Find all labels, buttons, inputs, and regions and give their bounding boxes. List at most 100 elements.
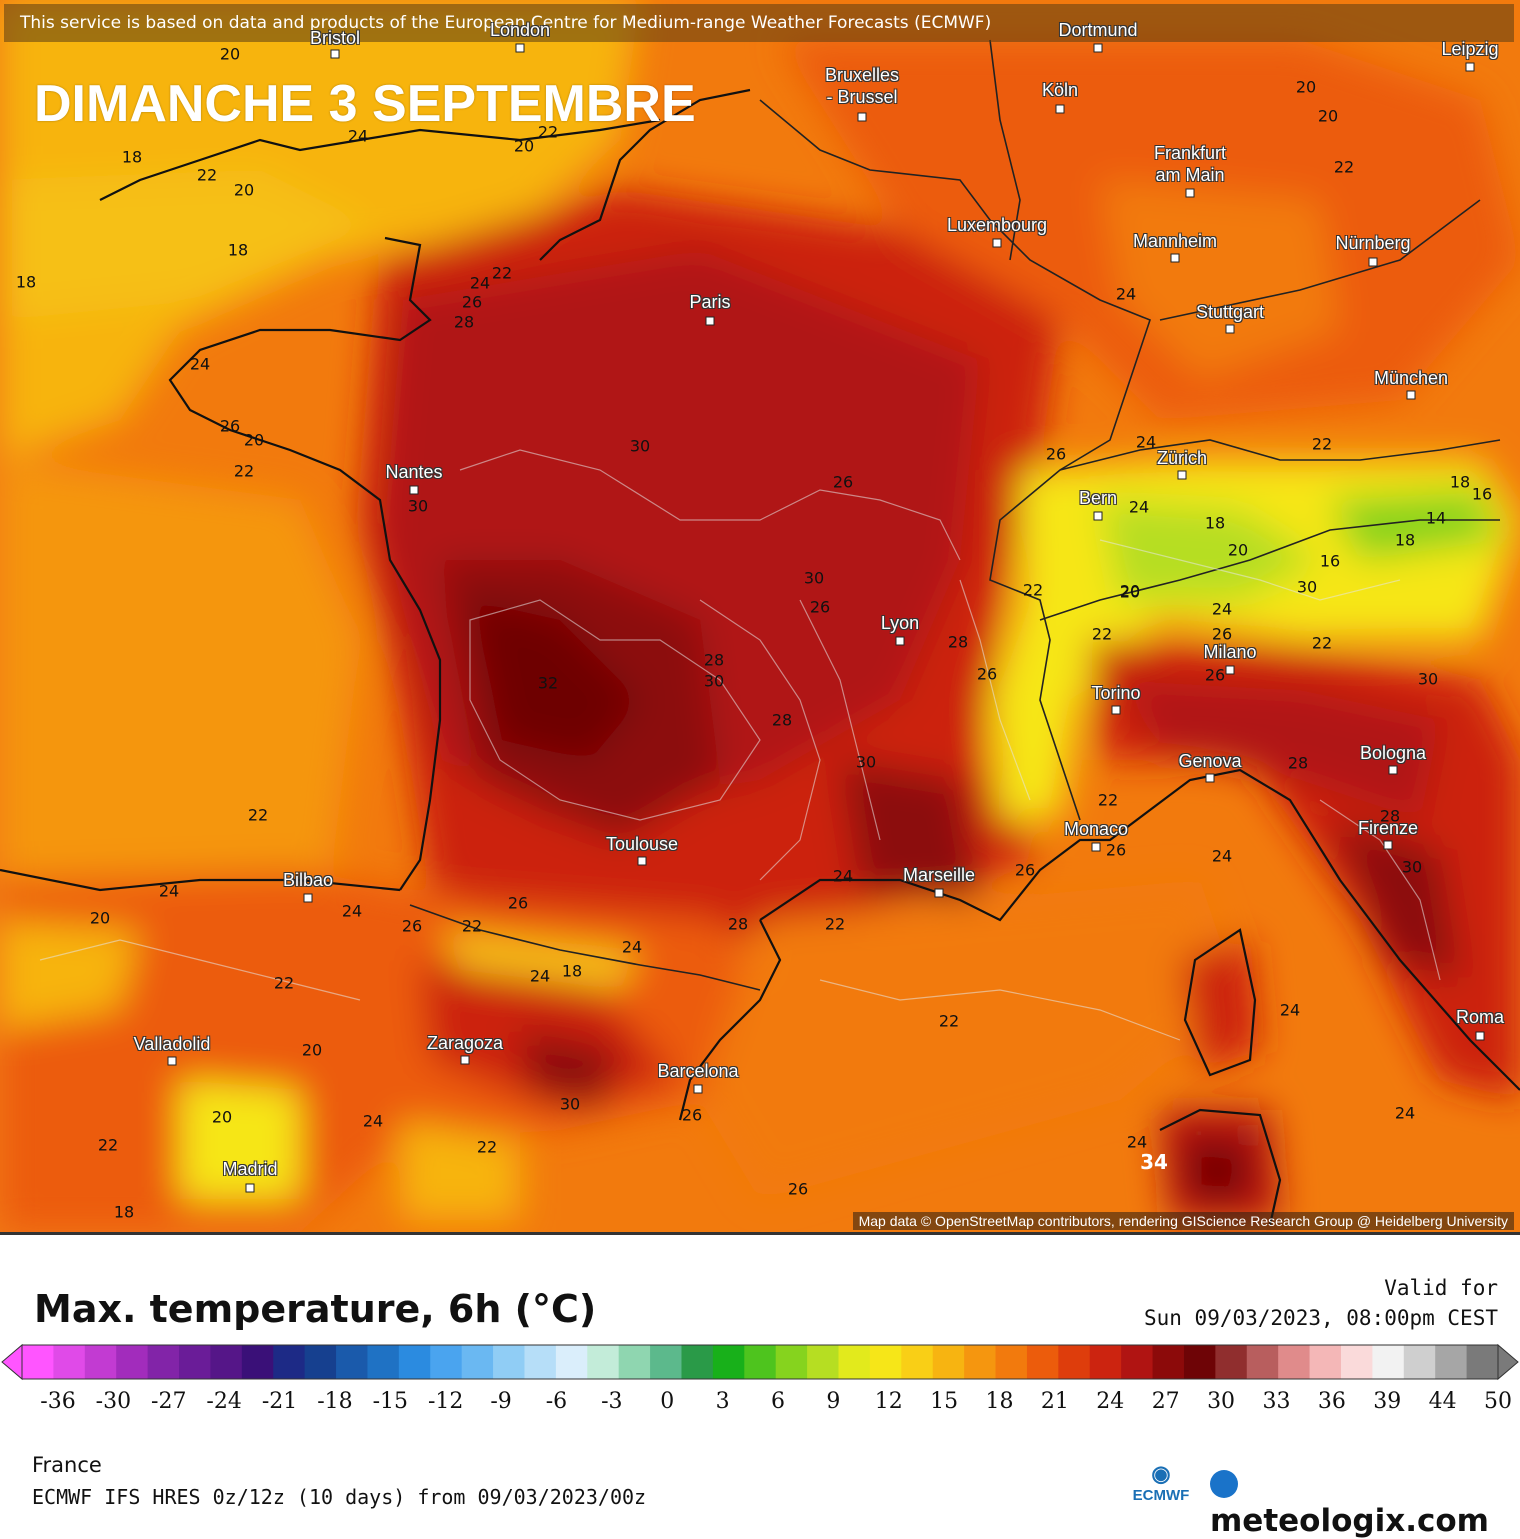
city-label: Bern bbox=[1078, 488, 1118, 508]
scale-swatch bbox=[304, 1345, 337, 1379]
isotherm-label: 30 bbox=[703, 671, 725, 691]
isotherm-label: 26 bbox=[461, 292, 483, 312]
city-marker bbox=[515, 43, 525, 53]
city-label: München bbox=[1373, 368, 1449, 388]
borders bbox=[409, 39, 1501, 991]
scale-tick-label: -15 bbox=[372, 1389, 409, 1414]
scale-swatch bbox=[84, 1345, 117, 1379]
city-label: Bruxelles - Brussel bbox=[824, 65, 900, 107]
scale-swatch bbox=[1026, 1345, 1059, 1379]
ecmwf-mark-icon: ◉ bbox=[1151, 1461, 1171, 1486]
isotherm-label: 26 bbox=[809, 597, 831, 617]
city-marker bbox=[167, 1056, 177, 1066]
scale-swatch bbox=[53, 1345, 86, 1379]
isotherm-label: 26 bbox=[507, 893, 529, 913]
isotherm-label: 26 bbox=[219, 416, 241, 436]
scale-tick-label: 3 bbox=[715, 1389, 730, 1414]
scale-tick-label: -18 bbox=[317, 1389, 353, 1414]
valid-time-block: Valid for Sun 09/03/2023, 08:00pm CEST bbox=[1144, 1273, 1498, 1333]
isotherm-label: 18 bbox=[1449, 472, 1471, 492]
scale-tick-label: 44 bbox=[1428, 1389, 1457, 1414]
isotherm-label: 24 bbox=[1115, 284, 1137, 304]
city-label: Roma bbox=[1455, 1007, 1505, 1027]
scale-swatch bbox=[241, 1345, 274, 1379]
city-marker bbox=[1170, 253, 1180, 263]
isotherm-label: 20 bbox=[211, 1107, 233, 1127]
isotherm-label: 26 bbox=[1211, 624, 1233, 644]
scale-arrow-left bbox=[1, 1343, 23, 1381]
scale-tick-label: -9 bbox=[490, 1389, 512, 1414]
isotherm-label: 22 bbox=[476, 1137, 498, 1157]
isotherm-label: 18 bbox=[121, 147, 143, 167]
isotherm-label: 22 bbox=[491, 263, 513, 283]
isotherm-label: 22 bbox=[1311, 633, 1333, 653]
city-marker bbox=[992, 238, 1002, 248]
city-marker bbox=[1225, 324, 1235, 334]
city-label: Stuttgart bbox=[1195, 302, 1265, 322]
isotherm-label: 30 bbox=[407, 496, 429, 516]
isotherm-label: 30 bbox=[1296, 577, 1318, 597]
city-marker bbox=[1225, 665, 1235, 675]
meteologix-logo[interactable]: meteologix.com bbox=[1210, 1467, 1520, 1539]
isotherm-label: 26 bbox=[1045, 444, 1067, 464]
scale-tick-label: 33 bbox=[1262, 1389, 1291, 1414]
isotherm-label: 28 bbox=[947, 632, 969, 652]
city-label: Zürich bbox=[1156, 448, 1208, 468]
city-marker bbox=[693, 1084, 703, 1094]
scale-tick-label: 0 bbox=[660, 1389, 675, 1414]
legend-title: Max. temperature, 6h (°C) bbox=[34, 1287, 597, 1331]
scale-tick-label: 27 bbox=[1151, 1389, 1180, 1414]
city-label: Dortmund bbox=[1058, 20, 1138, 40]
city-label: Paris bbox=[689, 292, 731, 312]
isotherm-label: 24 bbox=[189, 354, 211, 374]
isotherm-label: 18 bbox=[1394, 530, 1416, 550]
isotherm-label: 24 bbox=[529, 966, 551, 986]
valid-label: Valid for bbox=[1384, 1276, 1498, 1300]
temperature-map[interactable]: This service is based on data and produc… bbox=[0, 0, 1520, 1232]
isotherm-label: 34 bbox=[1140, 1150, 1168, 1174]
isotherm-label: 20 bbox=[233, 180, 255, 200]
isotherm-label: 22 bbox=[247, 805, 269, 825]
isotherm-label: 26 bbox=[401, 916, 423, 936]
ecmwf-logo-text: ECMWF bbox=[1132, 1487, 1190, 1504]
isotherm-label: 22 bbox=[1097, 790, 1119, 810]
city-marker bbox=[1055, 104, 1065, 114]
city-label: Monaco bbox=[1063, 819, 1129, 839]
scale-tick-label: 9 bbox=[826, 1389, 841, 1414]
scale-tick-label: -24 bbox=[206, 1389, 242, 1414]
city-marker bbox=[637, 856, 647, 866]
scale-swatch bbox=[524, 1345, 557, 1379]
scale-swatch bbox=[964, 1345, 997, 1379]
scale-tick-label: 39 bbox=[1373, 1389, 1402, 1414]
city-label: Torino bbox=[1091, 683, 1141, 703]
scale-swatch bbox=[1372, 1345, 1405, 1379]
ecmwf-logo: ◉ ECMWF bbox=[1126, 1461, 1196, 1504]
isotherm-label: 18 bbox=[561, 961, 583, 981]
city-marker bbox=[857, 112, 867, 122]
city-label: Bologna bbox=[1359, 743, 1427, 763]
city-label: Genova bbox=[1178, 751, 1242, 771]
isotherm-label: 28 bbox=[453, 312, 475, 332]
scale-swatch bbox=[1309, 1345, 1342, 1379]
valid-time: Sun 09/03/2023, 08:00pm CEST bbox=[1143, 1306, 1498, 1330]
isotherm-label: 24 bbox=[1211, 599, 1233, 619]
isotherm-label: 24 bbox=[1394, 1103, 1416, 1123]
isotherm-label: 24 bbox=[621, 937, 643, 957]
isotherm-label: 22 bbox=[1022, 580, 1044, 600]
isotherm-label: 24 bbox=[1279, 1000, 1301, 1020]
coastlines bbox=[0, 88, 1520, 1226]
scale-swatch bbox=[1121, 1345, 1154, 1379]
region-label: France bbox=[32, 1453, 102, 1477]
scale-swatch bbox=[807, 1345, 840, 1379]
isotherm-label: 28 bbox=[771, 710, 793, 730]
scale-tick-label: -12 bbox=[427, 1389, 464, 1414]
scale-swatch bbox=[22, 1345, 54, 1379]
scale-swatch bbox=[1152, 1345, 1185, 1379]
isotherm-label: 20 bbox=[1317, 106, 1339, 126]
isotherm-label: 24 bbox=[362, 1111, 384, 1131]
scale-swatch bbox=[1466, 1345, 1499, 1379]
temperature-field bbox=[0, 0, 1520, 1232]
brand-text: meteologix.com bbox=[1210, 1503, 1489, 1539]
isotherm-label: 24 bbox=[1128, 497, 1150, 517]
scale-swatch bbox=[273, 1345, 306, 1379]
